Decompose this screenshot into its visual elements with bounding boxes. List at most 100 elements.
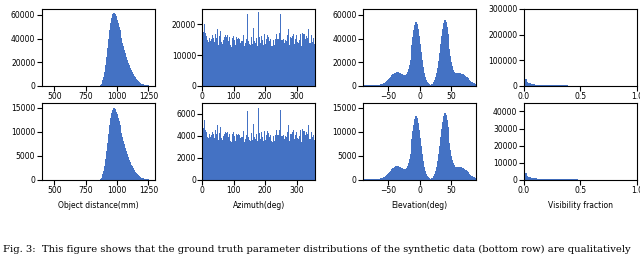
Bar bbox=[106, 151, 108, 180]
Bar bbox=[366, 85, 367, 86]
Bar bbox=[559, 179, 561, 180]
Bar bbox=[431, 84, 433, 86]
Bar bbox=[113, 13, 114, 86]
Bar bbox=[368, 85, 369, 86]
Bar bbox=[527, 176, 528, 180]
Bar bbox=[438, 154, 439, 180]
Bar bbox=[433, 82, 435, 86]
Bar bbox=[111, 18, 112, 86]
Bar bbox=[426, 174, 427, 180]
Bar bbox=[455, 167, 456, 180]
Bar bbox=[474, 177, 475, 180]
Bar bbox=[118, 27, 120, 86]
Bar bbox=[416, 116, 417, 180]
X-axis label: Azimuth(deg): Azimuth(deg) bbox=[233, 107, 285, 116]
Bar bbox=[467, 77, 468, 86]
Bar bbox=[454, 72, 455, 86]
Bar bbox=[456, 167, 457, 180]
Bar bbox=[405, 75, 406, 86]
Bar bbox=[433, 176, 435, 180]
Bar bbox=[459, 167, 460, 180]
Bar bbox=[542, 179, 544, 180]
Bar bbox=[383, 177, 384, 180]
Bar bbox=[142, 84, 143, 86]
Bar bbox=[555, 85, 557, 86]
Bar bbox=[412, 38, 413, 86]
X-axis label: Elevation(deg): Elevation(deg) bbox=[392, 107, 447, 116]
Bar bbox=[126, 57, 127, 86]
Bar bbox=[427, 176, 428, 180]
Bar bbox=[131, 164, 132, 180]
Bar bbox=[373, 85, 374, 86]
Text: Fig. 3:  This figure shows that the ground truth parameter distributions of the : Fig. 3: This figure shows that the groun… bbox=[3, 245, 631, 254]
Bar bbox=[116, 20, 118, 86]
Bar bbox=[436, 73, 437, 86]
Bar bbox=[460, 74, 461, 86]
Bar bbox=[538, 179, 540, 180]
Bar bbox=[551, 179, 552, 180]
Bar bbox=[381, 84, 382, 86]
Bar bbox=[474, 84, 475, 86]
Bar bbox=[472, 82, 473, 86]
Bar bbox=[137, 174, 138, 180]
Bar bbox=[451, 62, 452, 86]
Bar bbox=[384, 177, 385, 180]
Bar bbox=[125, 53, 126, 86]
Bar bbox=[130, 162, 131, 180]
Bar bbox=[528, 177, 529, 180]
Bar bbox=[394, 73, 396, 86]
Bar bbox=[464, 169, 465, 180]
Bar bbox=[368, 179, 369, 180]
Bar bbox=[392, 168, 394, 180]
Bar bbox=[456, 73, 457, 86]
Bar bbox=[100, 178, 102, 180]
Bar bbox=[431, 178, 433, 180]
Bar bbox=[443, 23, 444, 86]
Bar bbox=[364, 85, 365, 86]
Bar bbox=[549, 179, 551, 180]
Bar bbox=[531, 178, 532, 180]
Bar bbox=[367, 179, 368, 180]
Bar bbox=[376, 179, 377, 180]
Bar bbox=[124, 50, 125, 86]
Bar bbox=[458, 167, 459, 180]
Bar bbox=[134, 170, 135, 180]
Bar bbox=[437, 161, 438, 180]
Bar bbox=[541, 85, 542, 86]
X-axis label: Object distance(mm): Object distance(mm) bbox=[58, 201, 138, 210]
Bar bbox=[102, 174, 104, 180]
Bar bbox=[385, 176, 386, 180]
Bar bbox=[139, 176, 140, 180]
Bar bbox=[441, 36, 442, 86]
Bar bbox=[570, 179, 571, 180]
Bar bbox=[452, 66, 453, 86]
Bar bbox=[470, 81, 472, 86]
Bar bbox=[143, 84, 144, 86]
Bar bbox=[571, 179, 572, 180]
Bar bbox=[380, 84, 381, 86]
Bar bbox=[115, 14, 116, 86]
Bar bbox=[544, 85, 545, 86]
Bar bbox=[128, 157, 129, 180]
Bar bbox=[428, 84, 429, 86]
Bar bbox=[541, 179, 542, 180]
Bar bbox=[572, 179, 574, 180]
Bar bbox=[463, 74, 464, 86]
Bar bbox=[455, 73, 456, 86]
Bar bbox=[396, 166, 397, 180]
Bar bbox=[373, 179, 374, 180]
Bar bbox=[548, 179, 549, 180]
Bar bbox=[386, 175, 387, 180]
Bar bbox=[122, 43, 124, 86]
Bar bbox=[140, 176, 141, 180]
Bar bbox=[429, 85, 431, 86]
Bar bbox=[133, 168, 134, 180]
Bar bbox=[130, 68, 131, 86]
Bar bbox=[410, 147, 412, 180]
Bar bbox=[554, 179, 555, 180]
Bar bbox=[465, 76, 466, 86]
Bar bbox=[442, 122, 443, 180]
Bar bbox=[146, 85, 147, 86]
Bar bbox=[451, 156, 452, 180]
Bar bbox=[402, 168, 403, 180]
